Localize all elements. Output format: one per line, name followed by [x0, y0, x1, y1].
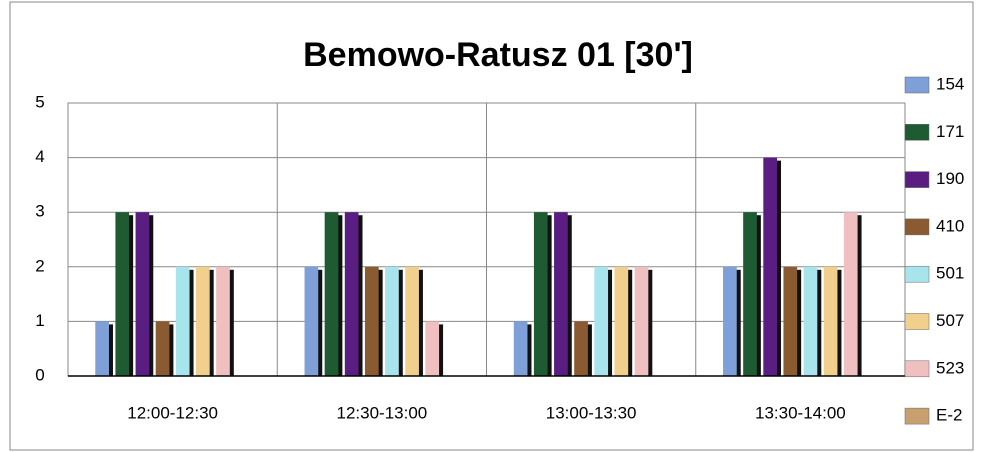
bar — [304, 266, 319, 376]
legend-swatch — [904, 124, 930, 141]
legend-swatch — [904, 265, 930, 283]
y-tick-label: 1 — [35, 311, 44, 330]
bar — [803, 266, 818, 376]
legend-label: 154 — [936, 74, 964, 93]
bar — [763, 157, 778, 376]
legend-swatch — [904, 407, 930, 425]
bar — [823, 266, 838, 376]
y-tick-label: 2 — [35, 256, 44, 275]
bar — [155, 321, 170, 376]
legend-label: 410 — [936, 216, 964, 235]
bar — [425, 321, 440, 376]
y-tick-label: 5 — [35, 92, 44, 111]
x-tick-label: 13:30-14:00 — [755, 403, 846, 422]
bar — [324, 212, 339, 376]
legend-label: 501 — [936, 264, 964, 283]
bar — [574, 321, 588, 376]
legend-label: E-2 — [936, 406, 962, 425]
bar — [135, 212, 150, 376]
x-tick-label: 13:00-13:30 — [546, 403, 637, 422]
y-tick-label: 0 — [35, 365, 44, 384]
x-tick-label: 12:00-12:30 — [127, 403, 218, 422]
bar — [216, 266, 230, 376]
bar — [614, 266, 629, 376]
bar — [533, 212, 548, 376]
legend-label: 523 — [936, 358, 964, 377]
y-tick-label: 4 — [35, 147, 44, 166]
bar — [554, 212, 568, 376]
legend-swatch — [904, 218, 930, 236]
legend-label: 190 — [936, 169, 964, 188]
bar — [364, 266, 379, 376]
bar — [115, 212, 130, 376]
bar — [195, 266, 210, 376]
legend-label: 171 — [936, 122, 964, 141]
x-tick-label: 12:30-13:00 — [337, 403, 428, 422]
bar — [95, 321, 109, 376]
bar — [634, 266, 649, 376]
legend-swatch — [904, 171, 930, 188]
bar — [783, 266, 798, 376]
legend-swatch — [904, 360, 930, 378]
legend-swatch — [904, 76, 930, 94]
bar — [344, 212, 359, 376]
chart-title: Bemowo-Ratusz 01 [30'] — [303, 36, 693, 74]
bar — [743, 212, 757, 376]
bar — [843, 212, 858, 376]
bar — [405, 266, 419, 376]
y-tick-label: 3 — [35, 202, 44, 221]
bar — [594, 266, 609, 376]
bar — [385, 266, 399, 376]
bar — [513, 321, 528, 376]
bar — [723, 266, 737, 376]
bar — [175, 266, 190, 376]
legend-label: 507 — [936, 311, 964, 330]
legend-swatch — [904, 313, 930, 330]
